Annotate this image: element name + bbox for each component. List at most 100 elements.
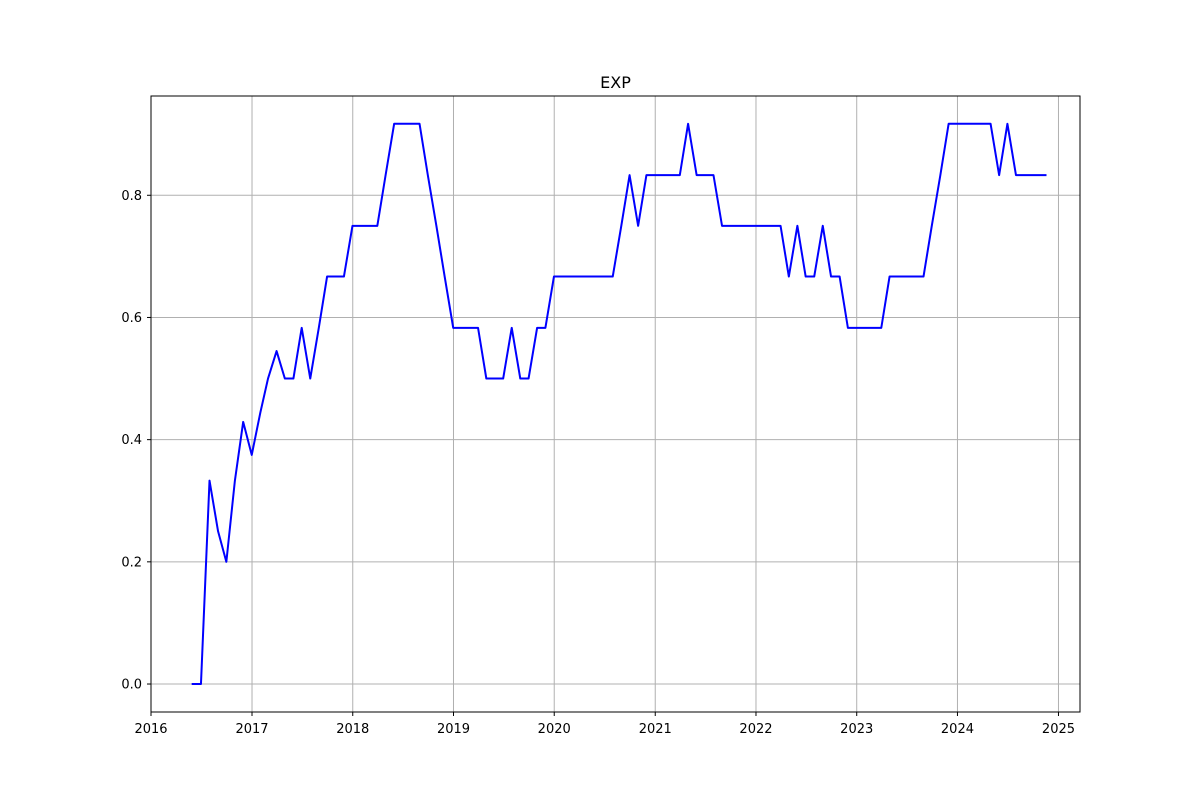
data-point [528, 378, 530, 380]
data-point [578, 276, 580, 278]
data-point [360, 225, 362, 227]
data-point [284, 378, 286, 380]
y-tick-label: 0.4 [121, 433, 142, 448]
data-point [410, 123, 412, 125]
data-point [401, 123, 403, 125]
series-line [191, 122, 1047, 686]
x-tick-label: 2025 [1042, 722, 1075, 737]
data-point [603, 276, 605, 278]
data-point [712, 174, 714, 176]
data-point [1040, 174, 1042, 176]
data-point [385, 174, 387, 176]
data-point [586, 276, 588, 278]
data-point [570, 276, 572, 278]
y-tick-label: 0.2 [121, 555, 142, 570]
data-point [276, 350, 278, 352]
data-point [998, 174, 1000, 176]
data-point [746, 225, 748, 227]
grid-lines [150, 96, 1080, 712]
series-layer [191, 122, 1047, 686]
data-point [788, 276, 790, 278]
data-point [956, 123, 958, 125]
chart-title: EXP [600, 73, 631, 92]
data-point [864, 327, 866, 329]
data-point [326, 276, 328, 278]
data-point [939, 174, 941, 176]
data-point [679, 174, 681, 176]
data-point [931, 225, 933, 227]
data-point [654, 174, 656, 176]
data-point [477, 327, 479, 329]
data-point [209, 480, 211, 482]
data-point [763, 225, 765, 227]
x-tick-label: 2022 [739, 722, 772, 737]
data-point [923, 276, 925, 278]
data-point [259, 412, 261, 414]
data-point [839, 276, 841, 278]
data-point [251, 454, 253, 456]
data-point [905, 276, 907, 278]
data-point [965, 123, 967, 125]
data-point [771, 225, 773, 227]
data-point [1032, 174, 1034, 176]
data-point [855, 327, 857, 329]
data-point [351, 225, 353, 227]
data-point [948, 123, 950, 125]
data-point [914, 276, 916, 278]
data-point [612, 276, 614, 278]
data-point [427, 174, 429, 176]
data-point [267, 378, 269, 380]
data-point [813, 276, 815, 278]
data-point [830, 276, 832, 278]
data-point [637, 225, 639, 227]
data-point [1024, 174, 1026, 176]
data-point [562, 276, 564, 278]
data-point [217, 530, 219, 532]
data-point [292, 378, 294, 380]
data-point [309, 378, 311, 380]
y-tick-label: 0.6 [121, 311, 142, 326]
data-point [1045, 174, 1047, 176]
data-point [494, 378, 496, 380]
data-point [981, 123, 983, 125]
data-point [485, 378, 487, 380]
data-point [469, 327, 471, 329]
data-point [670, 174, 672, 176]
data-point [687, 123, 689, 125]
data-point [511, 327, 513, 329]
data-point [872, 327, 874, 329]
data-point [200, 683, 202, 685]
x-tick-label: 2024 [941, 722, 974, 737]
data-point [544, 327, 546, 329]
axis-ticks: 2016 2017 2018 2019 2020 2021 2022 2023 2024 2025… [121, 189, 1075, 737]
x-tick-label: 2023 [840, 722, 873, 737]
data-point [847, 327, 849, 329]
data-point [696, 174, 698, 176]
data-point [780, 225, 782, 227]
data-point [990, 123, 992, 125]
data-point [435, 225, 437, 227]
data-point [419, 123, 421, 125]
x-tick-label: 2021 [639, 722, 672, 737]
x-tick-label: 2020 [538, 722, 571, 737]
x-tick-label: 2016 [134, 722, 167, 737]
data-point [502, 378, 504, 380]
data-point [1006, 123, 1008, 125]
data-point [519, 378, 521, 380]
data-point [318, 327, 320, 329]
data-point [796, 225, 798, 227]
data-point [755, 225, 757, 227]
data-point [553, 276, 555, 278]
data-point [704, 174, 706, 176]
data-point [645, 174, 647, 176]
data-point [343, 276, 345, 278]
data-point [444, 276, 446, 278]
x-tick-label: 2018 [336, 722, 369, 737]
data-point [225, 561, 227, 563]
data-point [663, 174, 665, 176]
data-point [897, 276, 899, 278]
data-point [301, 327, 303, 329]
